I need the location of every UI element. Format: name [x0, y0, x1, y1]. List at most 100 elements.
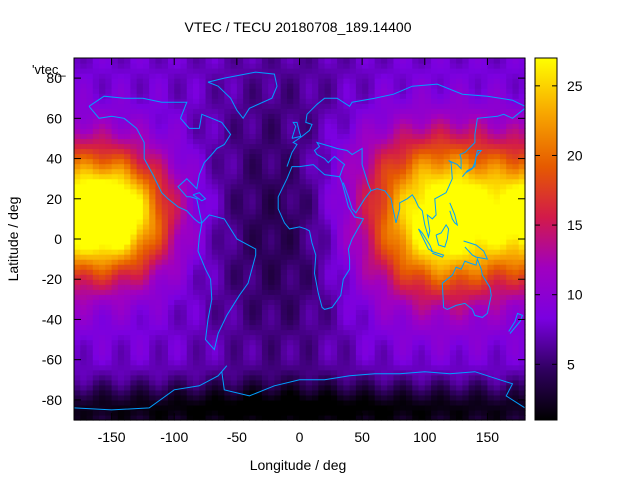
heatmap-cell [136, 299, 144, 305]
heatmap-cell [218, 113, 225, 119]
heatmap-cell [74, 113, 81, 119]
heatmap-cell [293, 394, 301, 401]
heatmap-cell [318, 158, 326, 165]
heatmap-cell [380, 359, 388, 366]
heatmap-cell [355, 289, 363, 295]
heatmap-cell [230, 93, 238, 99]
heatmap-cell [205, 374, 213, 381]
heatmap-cell [136, 213, 144, 220]
heatmap-cell [136, 359, 144, 366]
heatmap-cell [255, 299, 263, 305]
heatmap-cell [493, 173, 501, 180]
heatmap-cell [99, 269, 106, 275]
heatmap-cell [418, 404, 426, 411]
heatmap-cell [355, 384, 363, 391]
heatmap-cell [343, 379, 351, 386]
heatmap-cell [261, 289, 269, 295]
heatmap-cell [374, 198, 382, 205]
heatmap-cell [462, 113, 470, 119]
heatmap-cell [92, 314, 100, 321]
heatmap-cell [355, 294, 363, 300]
heatmap-cell [368, 158, 376, 165]
heatmap-cell [499, 103, 507, 109]
heatmap-cell [493, 399, 501, 406]
heatmap-cell [155, 128, 163, 135]
heatmap-cell [249, 233, 257, 240]
heatmap-cell [80, 374, 88, 381]
heatmap-cell [80, 128, 88, 135]
heatmap-cell [286, 98, 294, 104]
heatmap-cell [493, 404, 501, 411]
heatmap-cell [343, 359, 351, 366]
heatmap-cell [443, 98, 451, 104]
heatmap-cell [193, 404, 200, 411]
heatmap-cell [412, 249, 420, 255]
heatmap-cell [380, 103, 388, 109]
heatmap-cell [155, 163, 163, 170]
heatmap-cell [199, 394, 207, 401]
heatmap-cell [224, 294, 232, 300]
heatmap-cell [186, 314, 194, 321]
heatmap-cell [424, 294, 432, 300]
heatmap-cell [124, 148, 131, 155]
heatmap-cell [74, 274, 81, 280]
heatmap-cell [111, 148, 119, 155]
heatmap-cell [130, 309, 138, 316]
heatmap-cell [186, 324, 194, 331]
heatmap-cell [299, 404, 307, 411]
heatmap-cell [286, 334, 294, 341]
heatmap-cell [224, 88, 232, 94]
heatmap-cell [180, 289, 188, 295]
heatmap-cell [268, 128, 276, 135]
heatmap-cell [443, 409, 451, 416]
heatmap-cell [193, 153, 200, 160]
heatmap-cell [161, 304, 169, 310]
heatmap-cell [130, 244, 138, 250]
heatmap-cell [174, 188, 182, 195]
heatmap-cell [268, 389, 276, 396]
heatmap-cell [412, 138, 420, 145]
heatmap-cell [224, 153, 232, 160]
heatmap-cell [180, 73, 188, 79]
heatmap-cell [330, 304, 338, 310]
heatmap-cell [193, 98, 200, 104]
heatmap-cell [174, 83, 182, 89]
heatmap-cell [86, 68, 94, 74]
heatmap-cell [149, 294, 157, 300]
heatmap-cell [412, 289, 420, 295]
heatmap-cell [80, 324, 88, 331]
heatmap-cell [305, 379, 313, 386]
heatmap-cell [299, 269, 307, 275]
heatmap-cell [174, 344, 182, 351]
heatmap-cell [506, 244, 514, 250]
heatmap-cell [136, 208, 144, 215]
heatmap-cell [136, 113, 144, 119]
heatmap-cell [255, 203, 263, 210]
heatmap-cell [92, 334, 100, 341]
heatmap-cell [449, 118, 457, 124]
heatmap-cell [142, 259, 150, 265]
heatmap-cell [243, 319, 250, 326]
heatmap-cell [174, 294, 182, 300]
heatmap-cell [337, 319, 344, 326]
heatmap-cell [512, 319, 520, 326]
heatmap-cell [149, 409, 157, 416]
heatmap-cell [330, 223, 338, 230]
heatmap-cell [255, 153, 263, 160]
heatmap-cell [337, 188, 344, 195]
heatmap-cell [449, 299, 457, 305]
heatmap-cell [243, 223, 250, 230]
heatmap-cell [161, 394, 169, 401]
heatmap-cell [117, 153, 125, 160]
heatmap-cell [518, 244, 526, 250]
heatmap-cell [268, 213, 276, 220]
heatmap-cell [105, 264, 113, 270]
heatmap-cell [405, 409, 413, 416]
heatmap-cell [343, 374, 351, 381]
heatmap-cell [443, 198, 451, 205]
heatmap-cell [180, 269, 188, 275]
heatmap-cell [167, 183, 175, 190]
heatmap-cell [92, 123, 100, 129]
heatmap-cell [481, 349, 489, 356]
heatmap-cell [374, 108, 382, 114]
